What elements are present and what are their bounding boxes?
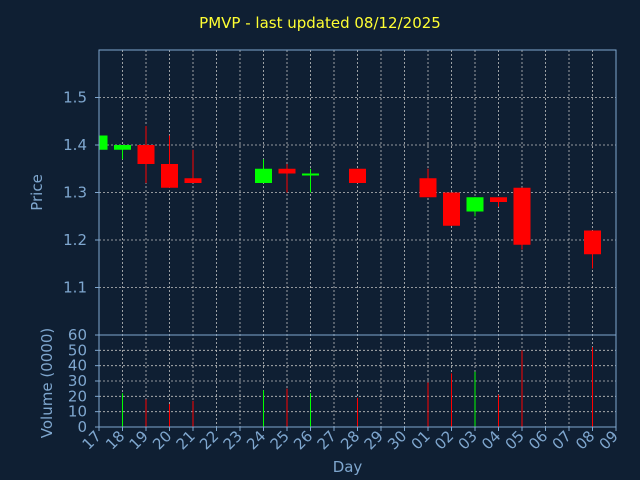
x-tick-label: 26 [290, 427, 316, 453]
x-tick-label: 29 [361, 427, 387, 453]
candle-body [302, 173, 319, 176]
volume-tick-label: 60 [68, 326, 87, 344]
candle-body [349, 168, 366, 183]
price-tick-label: 1.2 [63, 231, 87, 249]
candle-body [137, 145, 155, 164]
volume-tick-label: 40 [68, 357, 87, 375]
x-tick-label: 23 [220, 427, 246, 453]
x-tick-label: 06 [525, 427, 551, 453]
candle-body [490, 197, 507, 202]
volume-tick-label: 50 [68, 341, 87, 359]
x-tick-label: 25 [267, 427, 293, 453]
candle-body [184, 178, 202, 183]
price-tick-label: 1.5 [63, 89, 87, 107]
candle-body [466, 197, 484, 212]
x-tick-label: 07 [549, 427, 575, 453]
candle-body [584, 230, 601, 255]
x-tick-label: 20 [149, 427, 175, 453]
x-axis-label: Day [333, 458, 363, 476]
candle-body [443, 192, 460, 226]
price-tick-label: 1.3 [63, 184, 87, 202]
price-axis-label: Price [28, 174, 46, 211]
x-tick-label: 01 [408, 427, 434, 453]
x-tick-label: 28 [337, 427, 363, 453]
candle-body [114, 145, 131, 150]
volume-tick-label: 10 [68, 403, 87, 421]
x-tick-label: 08 [572, 427, 598, 453]
candle-body [419, 178, 437, 198]
price-tick-label: 1.4 [63, 136, 87, 154]
candle-body [99, 135, 108, 150]
volume-tick-label: 20 [68, 387, 87, 405]
x-tick-label: 22 [196, 427, 222, 453]
x-tick-label: 18 [102, 427, 128, 453]
volume-tick-label: 30 [68, 372, 87, 390]
x-tick-label: 30 [384, 427, 410, 453]
candle-body [255, 168, 272, 183]
candle-body [513, 187, 531, 245]
x-tick-label: 27 [314, 427, 340, 453]
x-tick-label: 19 [126, 427, 152, 453]
x-tick-label: 04 [478, 427, 504, 453]
chart-title: PMVP - last updated 08/12/2025 [199, 14, 441, 32]
x-tick-label: 21 [173, 427, 199, 453]
candle-body [278, 168, 296, 174]
candle-body [161, 164, 178, 188]
x-tick-label: 24 [243, 427, 269, 453]
x-tick-label: 09 [596, 427, 622, 453]
x-tick-label: 03 [455, 427, 481, 453]
price-tick-label: 1.1 [63, 279, 87, 297]
volume-axis-label: Volume (0000) [38, 328, 56, 438]
x-tick-label: 02 [431, 427, 457, 453]
volume-tick-label: 0 [77, 418, 87, 436]
x-tick-label: 05 [502, 427, 528, 453]
